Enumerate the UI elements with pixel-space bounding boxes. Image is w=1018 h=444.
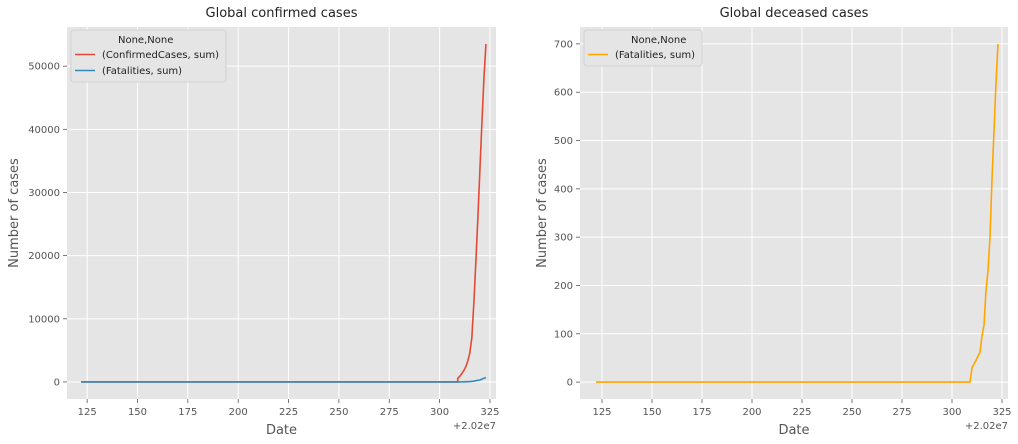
legend-entry-label: (Fatalities, sum) <box>615 50 695 61</box>
y-tick-label: 600 <box>554 88 573 99</box>
y-axis-label: Number of cases <box>7 158 22 268</box>
y-tick-label: 0 <box>567 378 573 389</box>
legend: None,None (ConfirmedCases, sum) (Fatalitie… <box>70 29 227 83</box>
y-tick-label: 700 <box>554 39 573 50</box>
plot-area <box>580 27 1008 399</box>
x-tick-label: 175 <box>692 407 711 418</box>
legend-box <box>70 29 227 83</box>
legend-box <box>583 29 703 67</box>
x-tick-label: 250 <box>329 407 348 418</box>
legend-entry-label: (Fatalities, sum) <box>102 66 182 77</box>
chart-title: Global confirmed cases <box>206 6 358 21</box>
series-line-0 <box>81 44 487 383</box>
y-tick-label: 500 <box>554 136 573 147</box>
x-tick-label: 225 <box>279 407 298 418</box>
x-axis-offset-label: +2.02e7 <box>965 421 1008 432</box>
legend-title: None,None <box>118 35 173 46</box>
y-axis-label: Number of cases <box>535 158 550 268</box>
x-tick-label: 325 <box>992 407 1011 418</box>
legend-entry-label: (ConfirmedCases, sum) <box>102 50 219 61</box>
y-tick-label: 50000 <box>28 62 60 73</box>
x-tick-label: 225 <box>792 407 811 418</box>
legend-title: None,None <box>631 35 686 46</box>
x-tick-label: 250 <box>842 407 861 418</box>
x-axis-label: Date <box>266 423 297 438</box>
x-tick-label: 200 <box>229 407 248 418</box>
x-tick-label: 275 <box>380 407 399 418</box>
series-line-0 <box>596 43 999 383</box>
y-tick-label: 200 <box>554 281 573 292</box>
y-tick-label: 10000 <box>28 314 60 325</box>
plot-area <box>67 27 496 399</box>
series-line-1 <box>81 376 487 383</box>
y-tick-label: 400 <box>554 184 573 195</box>
x-tick-label: 125 <box>78 407 97 418</box>
x-axis-offset-label: +2.02e7 <box>453 421 496 432</box>
y-tick-label: 40000 <box>28 125 60 136</box>
x-tick-label: 325 <box>480 407 499 418</box>
y-tick-label: 0 <box>54 377 60 388</box>
x-tick-label: 125 <box>592 407 611 418</box>
x-tick-label: 275 <box>892 407 911 418</box>
chart-confirmed-cases: 125 150 175 200 225 250 275 300 325 0 10000 20000 30… <box>7 6 500 438</box>
y-tick-label: 30000 <box>28 188 60 199</box>
x-axis-label: Date <box>778 423 809 438</box>
chart-deceased-cases: 125 150 175 200 225 250 275 300 325 0 100 200 300 400… <box>535 6 1012 438</box>
x-tick-label: 175 <box>178 407 197 418</box>
y-tick-label: 300 <box>554 233 573 244</box>
x-tick-label: 200 <box>742 407 761 418</box>
x-tick-label: 150 <box>128 407 147 418</box>
x-tick-label: 300 <box>942 407 961 418</box>
x-tick-label: 300 <box>430 407 449 418</box>
y-tick-label: 20000 <box>28 251 60 262</box>
x-tick-label: 150 <box>642 407 661 418</box>
y-tick-label: 100 <box>554 329 573 340</box>
legend: None,None (Fatalities, sum) <box>583 29 703 67</box>
chart-title: Global deceased cases <box>720 6 869 21</box>
